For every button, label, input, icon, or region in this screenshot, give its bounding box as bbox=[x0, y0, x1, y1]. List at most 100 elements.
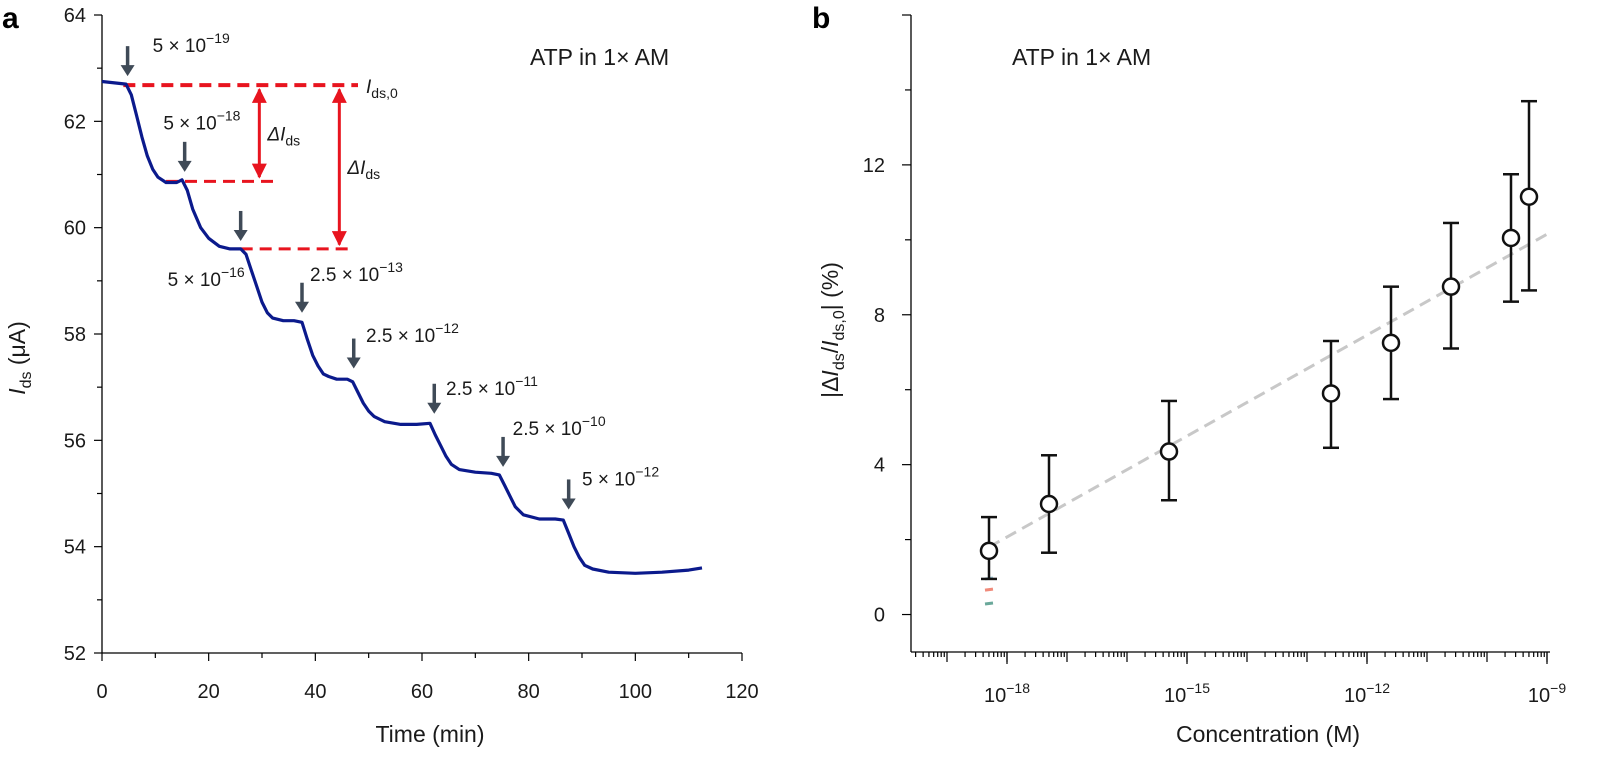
injection-arrow-head bbox=[561, 498, 576, 510]
panel-b-x-tick-exp: −15 bbox=[1186, 680, 1210, 696]
delta-arrow-label-main: ΔI bbox=[346, 158, 366, 179]
injection-label-exp: −10 bbox=[582, 413, 606, 429]
panel-a-ticks: 0 20 40 60 80 100 120 52 54 56 58 60 62 64 bbox=[64, 5, 759, 703]
panel-a-x-tick-label: 60 bbox=[411, 681, 433, 703]
panel-b-x-tick-label: 10−12 bbox=[1344, 680, 1390, 707]
delta-arrow-label: ΔIds bbox=[266, 124, 300, 148]
panel-b-x-tick-exp: −9 bbox=[1550, 680, 1566, 696]
delta-arrow-label-main: ΔI bbox=[266, 124, 286, 145]
injection-label-base: 2.5 × 10 bbox=[446, 379, 515, 400]
injection-arrow-head bbox=[295, 301, 309, 313]
panel-b-x-label: Concentration (M) bbox=[1176, 721, 1360, 747]
injection-arrow-head bbox=[427, 402, 442, 414]
panel-b-y-label-part2: ds bbox=[831, 353, 848, 370]
panel-a-injection-arrows: 5 × 10−195 × 10−185 × 10−16 2.5 × 10−132.… bbox=[120, 30, 659, 510]
panel-a-y-tick-label: 56 bbox=[64, 430, 86, 452]
injection-label-base: 2.5 × 10 bbox=[310, 265, 379, 286]
data-point bbox=[1441, 277, 1461, 296]
injection-arrow-head bbox=[177, 160, 192, 172]
delta-arrow-label-sub: ds bbox=[365, 166, 380, 182]
injection-label-exp: −12 bbox=[435, 320, 459, 336]
ids-series-line bbox=[101, 79, 703, 575]
panel-b-x-tick-base: 10 bbox=[1164, 685, 1186, 707]
data-point bbox=[1381, 333, 1401, 353]
injection-label: 2.5 × 10−11 bbox=[446, 373, 538, 400]
panel-b-points bbox=[979, 99, 1539, 581]
injection-label-exp: −12 bbox=[635, 464, 659, 480]
panel-b-y-tick-label: 8 bbox=[874, 305, 885, 327]
panel-b-y-label-part5: ds,0 bbox=[831, 310, 848, 340]
panel-b-y-label-part6: | (%) bbox=[817, 262, 843, 310]
injection-label-exp: −19 bbox=[206, 30, 230, 46]
data-point bbox=[1321, 384, 1341, 403]
panel-a-x-tick-label: 20 bbox=[198, 681, 220, 703]
panel-b-x-tick-exp: −12 bbox=[1366, 680, 1390, 696]
panel-b-y-label-part1: I bbox=[817, 370, 843, 377]
injection-label: 2.5 × 10−10 bbox=[513, 413, 606, 440]
injection-label-base: 5 × 10 bbox=[168, 270, 221, 291]
reference-line-label-sub: ds,0 bbox=[371, 85, 398, 101]
panel-b-y-label: |ΔIds/Ids,0| (%) bbox=[817, 262, 848, 398]
panel-a-y-tick-label: 62 bbox=[64, 111, 86, 133]
panel-b-y-label-part4: I bbox=[817, 340, 843, 347]
injection-label-base: 5 × 10 bbox=[582, 470, 635, 491]
injection-label: 2.5 × 10−12 bbox=[366, 320, 459, 347]
injection-arrow-head bbox=[496, 455, 511, 467]
panel-b-y-label-part0: |Δ bbox=[817, 377, 843, 398]
reference-line-label-main: I bbox=[366, 77, 372, 98]
panel-a-label: a bbox=[2, 2, 19, 35]
panel-a-y-label-sub: ds bbox=[18, 372, 35, 389]
panel-a-y-tick-label: 60 bbox=[64, 218, 86, 240]
panel-b-x-tick-base: 10 bbox=[1528, 685, 1550, 707]
delta-arrow-label-sub: ds bbox=[285, 132, 300, 148]
panel-a-x-tick-label: 100 bbox=[619, 681, 652, 703]
injection-label: 5 × 10−12 bbox=[582, 464, 659, 491]
injection-label: 5 × 10−16 bbox=[168, 264, 245, 291]
panel-b-x-tick-label: 10−9 bbox=[1528, 680, 1566, 707]
panel-b-x-tick-label: 10−18 bbox=[984, 680, 1030, 707]
panel-a-title: ATP in 1× AM bbox=[530, 44, 669, 70]
injection-arrow-head bbox=[120, 65, 135, 77]
injection-label-exp: −11 bbox=[515, 373, 538, 389]
injection-label-base: 2.5 × 10 bbox=[513, 419, 582, 440]
panel-b-x-tick-label: 10−15 bbox=[1164, 680, 1210, 707]
injection-arrow-head bbox=[233, 229, 248, 241]
injection-label: 5 × 10−18 bbox=[163, 107, 240, 134]
residual-mark bbox=[984, 601, 994, 606]
panel-b-y-tick-label: 12 bbox=[863, 155, 885, 177]
panel-a-x-tick-label: 120 bbox=[725, 681, 758, 703]
panel-a-x-tick-label: 40 bbox=[304, 681, 326, 703]
injection-label-exp: −18 bbox=[217, 107, 241, 123]
data-point bbox=[1519, 187, 1539, 206]
panel-a-y-tick-label: 54 bbox=[64, 537, 86, 559]
panel-b-label: b bbox=[812, 2, 830, 35]
panel-a-y-tick-label: 52 bbox=[64, 643, 86, 665]
panel-b-y-tick-label: 0 bbox=[874, 605, 885, 627]
reference-line-label: Ids,0 bbox=[366, 77, 398, 101]
injection-label-exp: −16 bbox=[221, 264, 245, 280]
data-point bbox=[979, 541, 999, 561]
data-point bbox=[1159, 442, 1179, 461]
panel-b-fit-line bbox=[988, 232, 1548, 549]
panel-a-y-label-main: I bbox=[4, 388, 30, 395]
delta-arrow-label: ΔIds bbox=[346, 158, 380, 182]
panel-a-x-label: Time (min) bbox=[375, 721, 484, 747]
panel-a-x-tick-label: 80 bbox=[518, 681, 540, 703]
panel-a-x-tick-label: 0 bbox=[96, 681, 107, 703]
panel-b-x-tick-exp: −18 bbox=[1006, 680, 1030, 696]
injection-label: 2.5 × 10−13 bbox=[310, 259, 403, 286]
injection-arrow-head bbox=[346, 357, 361, 369]
panel-a-y-tick-label: 64 bbox=[64, 5, 86, 27]
data-point bbox=[1039, 494, 1059, 514]
data-point bbox=[1501, 228, 1521, 248]
injection-label-base: 5 × 10 bbox=[163, 113, 216, 134]
residual-mark bbox=[984, 587, 994, 592]
injection-label-base: 2.5 × 10 bbox=[366, 326, 435, 347]
panel-a-y-label-unit: (μA) bbox=[4, 321, 30, 371]
injection-label-exp: −13 bbox=[379, 259, 403, 275]
